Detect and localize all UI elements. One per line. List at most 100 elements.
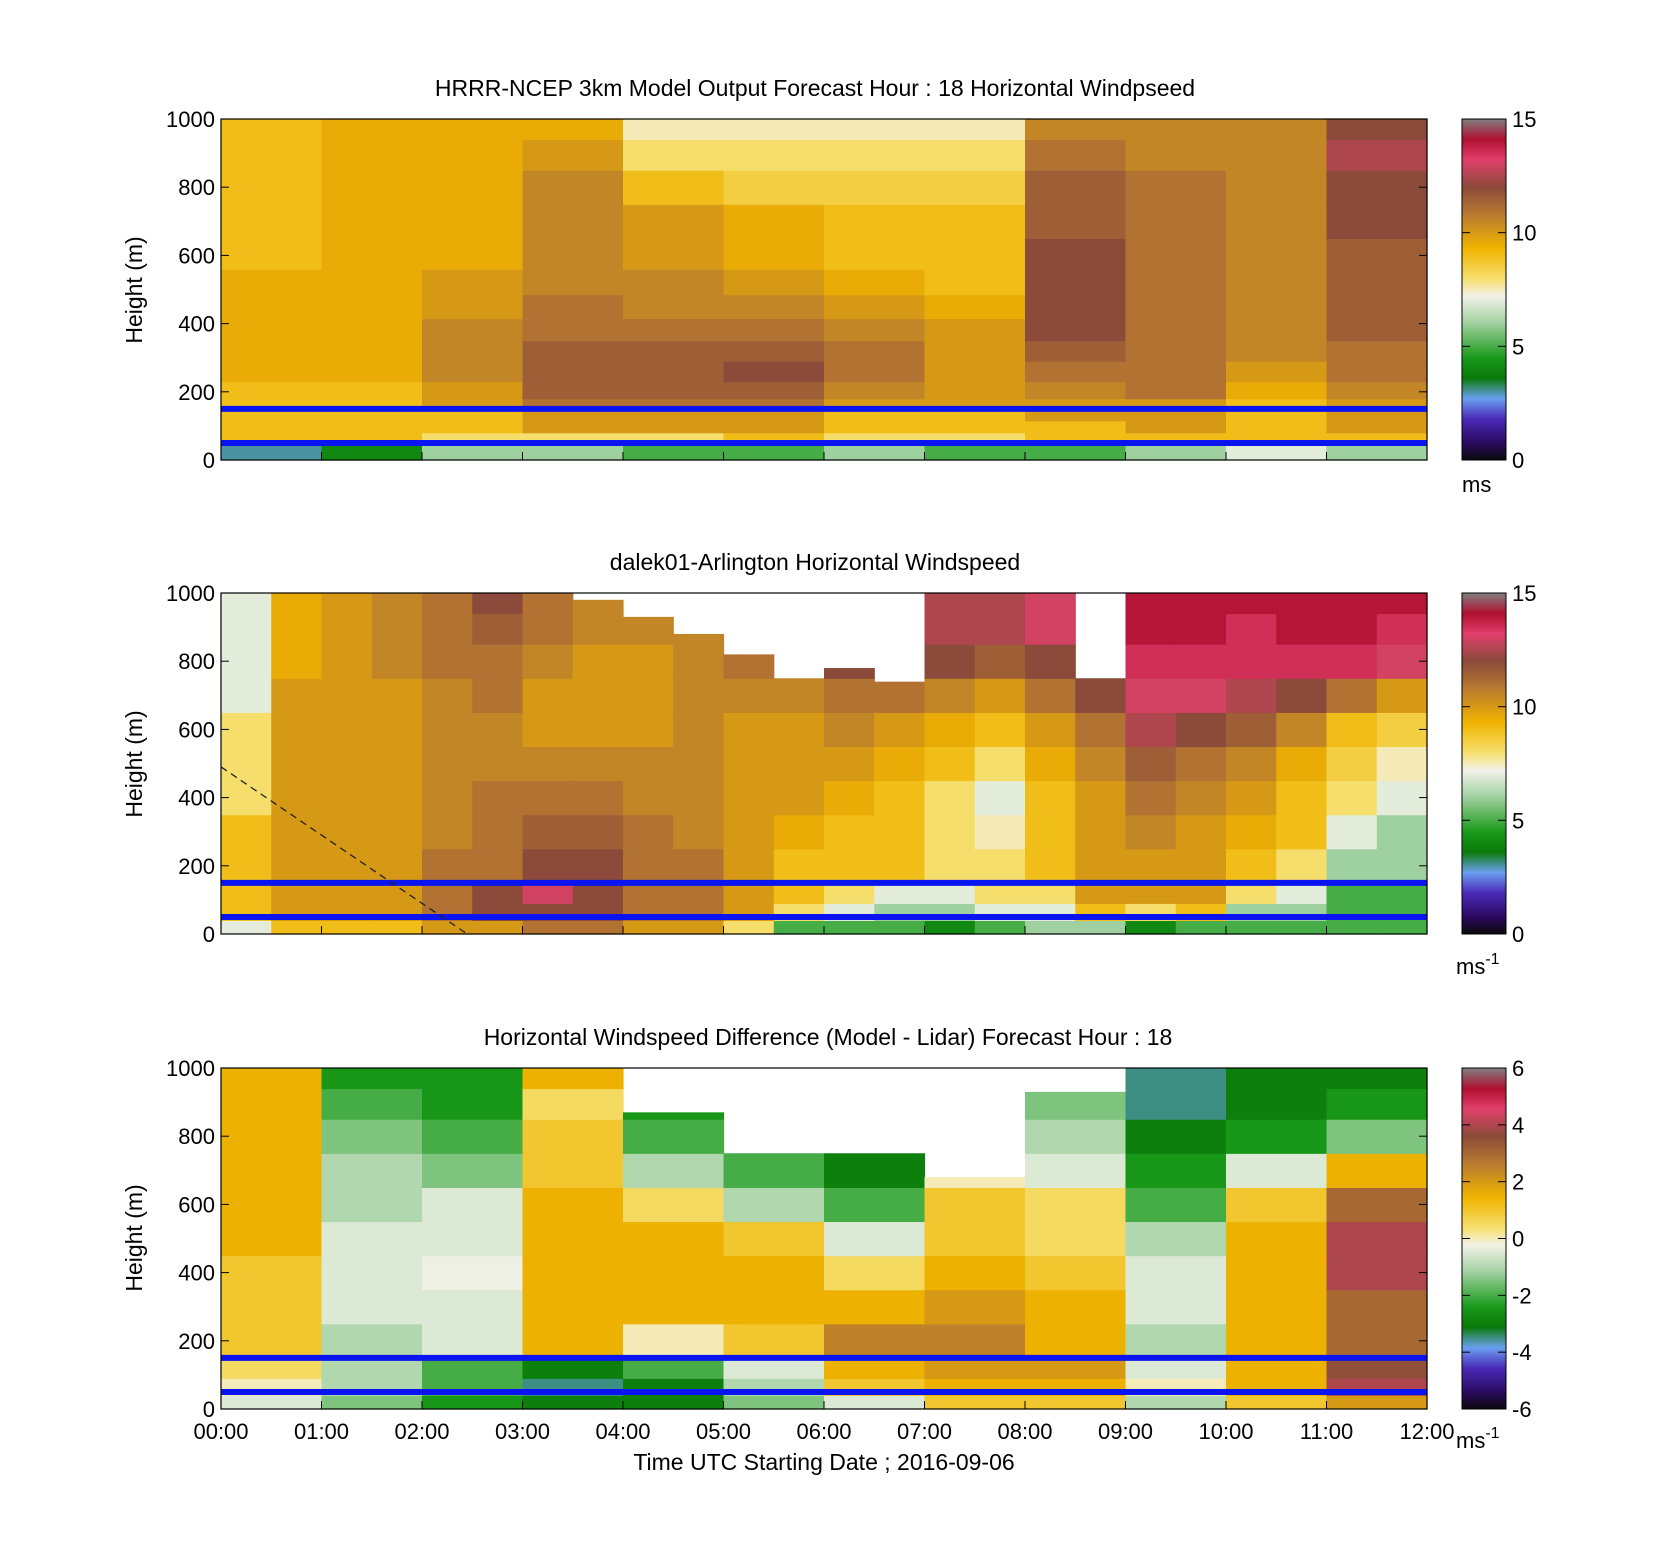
heatmap-cell — [1376, 814, 1428, 850]
heatmap-cell — [924, 1177, 1026, 1188]
heatmap-cell — [371, 814, 423, 850]
heatmap-cell — [221, 712, 272, 748]
heatmap-cell — [1025, 1153, 1127, 1188]
heatmap-cell — [321, 318, 423, 342]
heatmap-cell — [1125, 170, 1227, 205]
heatmap-cell — [271, 644, 323, 679]
heatmap-cell — [1025, 920, 1076, 935]
heatmap-cell — [773, 678, 825, 713]
heatmap-cell — [1226, 170, 1328, 205]
heatmap-cell — [1175, 678, 1227, 713]
heatmap-cell — [924, 1187, 1026, 1223]
heatmap-cell — [1326, 1323, 1428, 1356]
heatmap-cell — [1326, 318, 1428, 342]
heatmap-cell — [321, 294, 423, 320]
heatmap-cell — [924, 410, 1026, 422]
heatmap-cell — [1075, 712, 1127, 748]
heatmap-cells — [221, 119, 1428, 461]
heatmap-cell — [1326, 593, 1378, 615]
heatmap-cell — [723, 238, 825, 270]
heatmap-cell — [271, 746, 323, 782]
heatmap-cell — [824, 678, 875, 713]
heatmap-cell — [221, 119, 323, 141]
heatmap-cell — [221, 340, 323, 362]
heatmap-cell — [1376, 746, 1428, 782]
heatmap-cell — [422, 294, 524, 320]
heatmap-cell — [1025, 1221, 1127, 1257]
heatmap-cell — [422, 444, 524, 461]
panel-title: dalek01-Arlington Horizontal Windspeed — [610, 549, 1020, 575]
heatmap-cell — [824, 269, 926, 296]
heatmap-cell — [572, 712, 624, 748]
heatmap-cell — [1326, 1221, 1428, 1257]
heatmap-cell — [1276, 920, 1328, 935]
heatmap-cell — [271, 712, 323, 748]
heatmap-cell — [673, 633, 725, 645]
heatmap-cell — [1125, 410, 1227, 422]
heatmap-cell — [221, 238, 323, 270]
colorbar-unit-base: ms — [1456, 954, 1485, 979]
heatmap-cell — [1025, 1091, 1127, 1120]
heatmap-cell — [371, 644, 423, 679]
heatmap-cell — [422, 420, 524, 434]
heatmap-cell — [723, 294, 825, 320]
heatmap-cell — [422, 1068, 524, 1090]
heatmap-cell — [773, 746, 825, 782]
heatmap-cell — [623, 1119, 725, 1154]
heatmap-cell — [1125, 644, 1177, 679]
heatmap-cell — [1226, 613, 1277, 645]
heatmap-cell — [221, 1119, 323, 1154]
heatmap-cell — [1125, 1088, 1227, 1120]
heatmap-cell — [1326, 746, 1378, 782]
heatmap-cell — [422, 139, 524, 171]
heatmap-cell — [221, 1395, 323, 1410]
heatmap-cell — [422, 1395, 524, 1410]
heatmap-cell — [824, 780, 875, 816]
heatmap-cell — [422, 920, 473, 935]
heatmap-cell — [623, 139, 725, 171]
heatmap-cell — [522, 139, 624, 171]
heatmap-cell — [522, 1395, 624, 1410]
heatmap-cell — [1025, 410, 1127, 422]
y-tick-label: 200 — [178, 854, 215, 879]
heatmap-cell — [522, 613, 574, 645]
heatmap-cell — [924, 139, 1026, 171]
colorbar-unit: ms — [1462, 472, 1491, 497]
heatmap-cell — [1226, 318, 1328, 342]
heatmap-cell — [1125, 361, 1227, 383]
heatmap-cell — [472, 780, 524, 816]
heatmap-cell — [1226, 119, 1328, 141]
heatmap-cell — [1125, 814, 1177, 850]
x-tick-label: 03:00 — [495, 1419, 550, 1444]
heatmap-cell — [824, 410, 926, 422]
heatmap-cell — [1226, 920, 1277, 935]
heatmap-cell — [723, 381, 825, 400]
heatmap-cell — [723, 170, 825, 205]
heatmap-cell — [1326, 1187, 1428, 1223]
heatmap-cell — [221, 1153, 323, 1188]
colorbar-gradient — [1461, 592, 1507, 935]
heatmap-cell — [1175, 712, 1227, 748]
heatmap-cell — [1125, 294, 1227, 320]
y-axis-label: Height (m) — [121, 1184, 147, 1291]
heatmap-cell — [1025, 1289, 1127, 1325]
heatmap-cell — [271, 678, 323, 713]
heatmap-cell — [824, 1323, 926, 1356]
heatmap-cell — [271, 848, 323, 881]
heatmap-cell — [1326, 1068, 1428, 1090]
heatmap-cell — [1125, 1187, 1227, 1223]
y-tick-label: 1000 — [166, 581, 215, 606]
heatmap-cell — [572, 613, 624, 645]
heatmap-cell — [1226, 712, 1277, 748]
heatmap-cell — [1025, 340, 1127, 362]
heatmap-cell — [1276, 712, 1328, 748]
heatmap-cell — [773, 920, 825, 935]
heatmap-cell — [371, 712, 423, 748]
heatmap-cell — [623, 170, 725, 205]
y-tick-label: 600 — [178, 1192, 215, 1217]
heatmap-cell — [723, 1289, 825, 1325]
y-axis-label: Height (m) — [121, 710, 147, 817]
y-tick-label: 800 — [178, 1124, 215, 1149]
colorbar: -6 -4 -2 0 2 4 6 ms-1 — [1456, 1056, 1532, 1453]
